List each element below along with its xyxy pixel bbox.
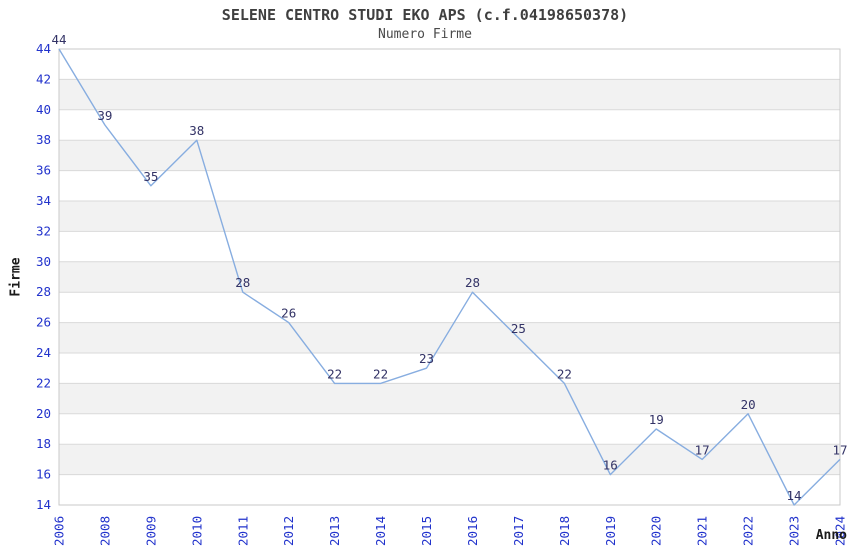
grid-band [59, 261, 840, 293]
y-tick-label: 24 [36, 345, 51, 360]
point-label: 23 [419, 351, 434, 366]
point-label: 22 [327, 366, 342, 381]
grid-band [59, 170, 840, 201]
grid-band [59, 353, 840, 384]
y-tick-label: 38 [36, 132, 51, 147]
point-label: 19 [649, 412, 664, 427]
grid-band [59, 201, 840, 232]
y-tick-label: 18 [36, 436, 51, 451]
x-tick-label: 2012 [281, 516, 296, 546]
y-tick-label: 28 [36, 284, 51, 299]
x-tick-label: 2011 [235, 516, 250, 546]
point-label: 44 [51, 32, 66, 47]
x-tick-label: 2019 [603, 516, 618, 546]
y-tick-label: 40 [36, 102, 51, 117]
y-tick-label: 20 [36, 406, 51, 421]
grid-band [59, 322, 840, 353]
grid-band [59, 109, 840, 141]
x-tick-label: 2006 [52, 516, 67, 546]
y-tick-label: 34 [36, 193, 51, 208]
point-label: 16 [603, 458, 618, 473]
x-tick-label: 2014 [373, 516, 388, 546]
x-tick-label: 2009 [143, 516, 158, 546]
x-tick-label: 2020 [649, 516, 664, 546]
y-tick-label: 22 [36, 375, 51, 390]
point-label: 38 [189, 123, 204, 138]
point-label: 35 [143, 169, 158, 184]
y-tick-label: 30 [36, 254, 51, 269]
point-label: 28 [235, 275, 250, 290]
grid-band [59, 383, 840, 414]
grid-band [59, 231, 840, 262]
y-tick-label: 16 [36, 467, 51, 482]
y-tick-label: 44 [36, 41, 51, 56]
x-axis-title: Anno [815, 528, 847, 543]
x-tick-label: 2023 [787, 516, 802, 546]
y-tick-label: 14 [36, 497, 51, 512]
x-tick-label: 2024 [833, 516, 848, 546]
point-label: 22 [557, 366, 572, 381]
y-tick-label: 26 [36, 315, 51, 330]
x-tick-label: 2021 [695, 516, 710, 546]
y-tick-label: 32 [36, 223, 51, 238]
x-tick-label: 2013 [327, 516, 342, 546]
x-tick-label: 2015 [419, 516, 434, 546]
grid-band [59, 292, 840, 323]
grid-band [59, 474, 840, 505]
point-label: 25 [511, 321, 526, 336]
point-label: 17 [832, 442, 847, 457]
x-tick-label: 2022 [741, 516, 756, 546]
data-line [58, 48, 841, 506]
chart-subtitle: Numero Firme [378, 27, 472, 42]
x-tick-label: 2008 [97, 516, 112, 546]
plot-border [58, 48, 841, 506]
point-label: 22 [373, 366, 388, 381]
point-label: 28 [465, 275, 480, 290]
x-tick-label: 2017 [511, 516, 526, 546]
point-label: 26 [281, 306, 296, 321]
point-label: 39 [97, 108, 112, 123]
point-label: 17 [695, 442, 710, 457]
point-label: 20 [741, 397, 756, 412]
point-label: 14 [787, 488, 802, 503]
grid-band [59, 49, 840, 80]
grid-band [59, 140, 840, 171]
y-axis-title: Firme [8, 257, 24, 297]
x-tick-label: 2010 [189, 516, 204, 546]
grid-band [59, 79, 840, 110]
grid-band [59, 413, 840, 445]
chart-title: SELENE CENTRO STUDI EKO APS (c.f.0419865… [221, 6, 629, 24]
grid-band [59, 444, 840, 475]
x-tick-label: 2016 [465, 516, 480, 546]
y-tick-label: 42 [36, 71, 51, 86]
y-tick-label: 36 [36, 163, 51, 178]
x-tick-label: 2018 [557, 516, 572, 546]
